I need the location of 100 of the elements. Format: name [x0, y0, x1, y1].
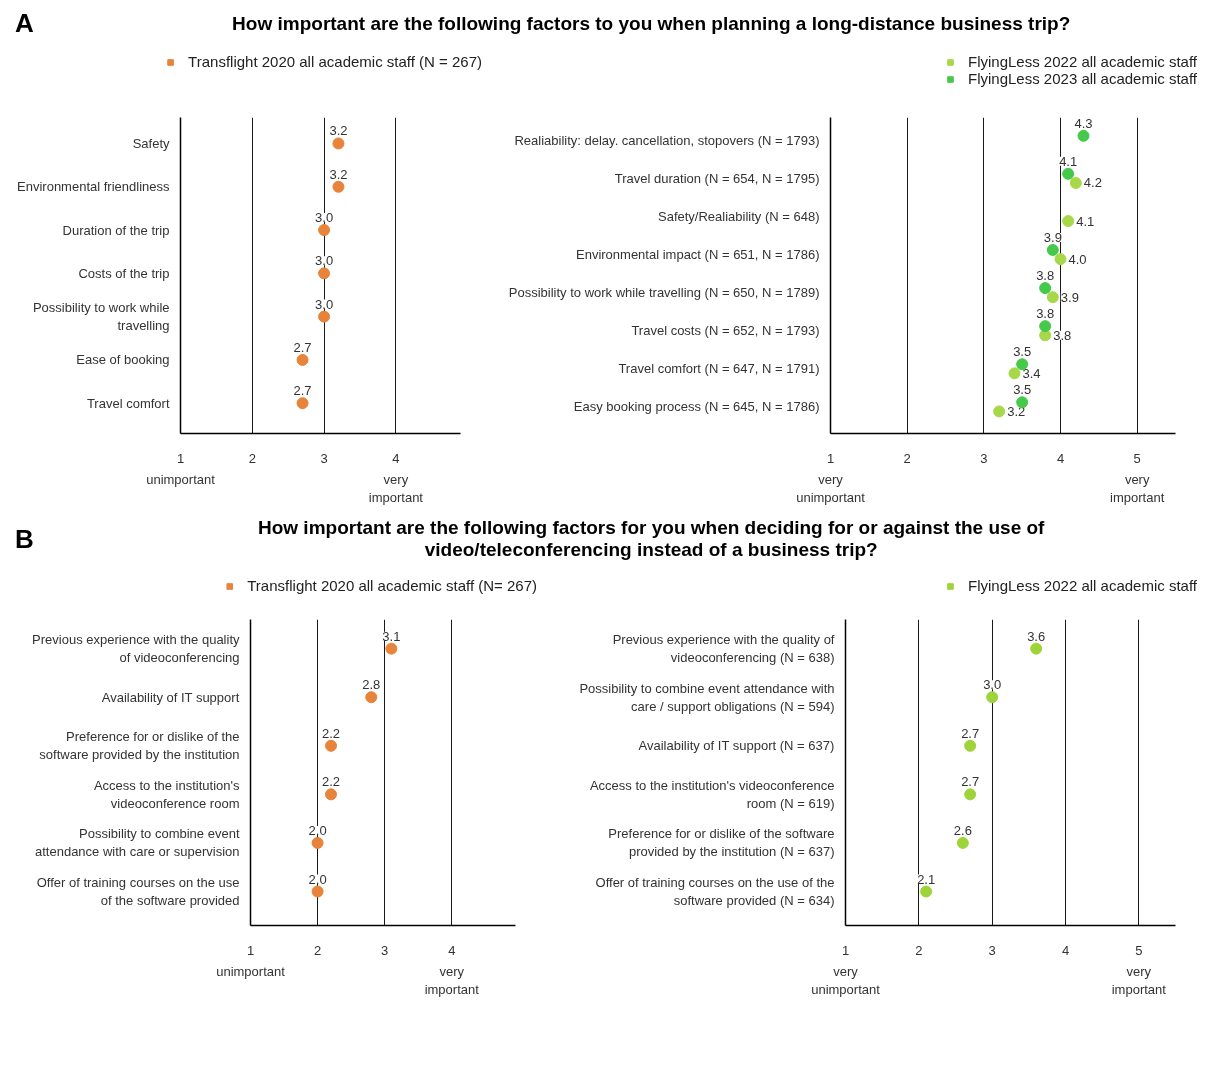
y-tick-label: Previous experience with the quality of videoconferencing: [32, 632, 240, 666]
data-label: 3.2: [329, 123, 348, 139]
data-label: 2.6: [953, 822, 972, 838]
y-tick-label: Duration of the trip: [62, 222, 170, 238]
legend-label: FlyingLess 2022 all academic staff: [967, 577, 1197, 594]
data-label: 2.7: [961, 725, 980, 741]
y-tick-label: Access to the institution's videoconference room: [93, 777, 240, 811]
point: [964, 788, 977, 801]
data-label: 2.2: [321, 774, 341, 790]
point: [964, 739, 977, 752]
legend-label: Transflight 2020 all academic staff (N= 267): [247, 577, 537, 594]
data-label: 3.0: [315, 210, 334, 226]
text: very important: [424, 963, 480, 997]
point: [1030, 642, 1043, 655]
x-tick-label: 3: [320, 450, 328, 466]
point: [920, 885, 933, 898]
data-label: 2.0: [308, 822, 327, 838]
text: very unimportant: [811, 963, 881, 997]
text: unimportant: [216, 963, 286, 979]
data-label: 2.7: [293, 383, 312, 399]
point: [986, 691, 999, 704]
y-tick-label: Travel comfort: [86, 395, 170, 411]
x-tick-label: 1: [246, 942, 255, 958]
y-tick-label: Offer of training courses on the use of the software provided (N = 634): [595, 875, 835, 908]
x-tick-label: 4: [448, 942, 456, 958]
data-label: 4.3: [1074, 115, 1093, 131]
data-label: 3.0: [315, 296, 334, 312]
x-tick-label: 4: [1056, 450, 1065, 466]
data-label: 3.1: [382, 628, 401, 644]
x-tick-label: 4: [1061, 942, 1070, 958]
y-tick-label: Preference for or dislike of the software provided by the institution (N = 637): [608, 826, 835, 860]
y-tick-label: Travel duration (N = 654, N = 1795): [614, 170, 820, 186]
x-tick-label: 2: [915, 942, 923, 958]
data-label: 4.0: [1068, 251, 1087, 267]
data-label: 3.9: [1060, 289, 1079, 305]
x-tick-label: 1: [841, 942, 850, 958]
text: How important are the following factors for you when deciding for or against the use of video/teleconferencing instead of a business trip?: [257, 517, 1046, 560]
y-tick-label: Previous experience with the quality of videoconferencing (N = 638): [612, 632, 835, 666]
data-label: 3.0: [983, 677, 1002, 693]
text: A: [14, 8, 34, 38]
y-tick-label: Possibility to combine event attendance with care or supervision: [35, 826, 240, 860]
data-label: 3.8: [1036, 306, 1055, 322]
y-tick-label: Easy booking process (N = 645, N = 1786): [573, 399, 820, 415]
legend-label: Transflight 2020 all academic staff (N = 267): [188, 53, 482, 70]
x-tick-label: 2: [903, 450, 911, 466]
data-label: 4.2: [1083, 175, 1102, 191]
data-label: 3.8: [1053, 327, 1072, 343]
text: very important: [1111, 963, 1167, 997]
data-label: 3.9: [1043, 229, 1062, 245]
y-tick-label: Offer of training courses on the use of the software provided: [36, 875, 240, 908]
text: very important: [368, 471, 424, 505]
data-label: 3.2: [1007, 403, 1026, 419]
x-tick-label: 3: [988, 942, 996, 958]
point: [365, 691, 378, 704]
data-label: 4.1: [1059, 153, 1078, 169]
data-label: 2.2: [321, 725, 341, 741]
data-label: 2.0: [308, 871, 327, 887]
x-tick-label: 5: [1135, 942, 1143, 958]
point: [385, 642, 398, 655]
y-tick-label: Environmental friendliness: [17, 179, 170, 195]
text: How important are the following factors to you when planning a long-distance business trip?: [232, 12, 1071, 34]
data-label: 3.5: [1013, 344, 1032, 360]
x-tick-label: 1: [826, 450, 835, 466]
data-label: 3.4: [1022, 365, 1041, 381]
point: [311, 885, 324, 898]
legend-label: FlyingLess 2022 all academic staff: [967, 53, 1197, 70]
y-tick-label: Possibility to work while travelling (N = 650, N = 1789): [508, 285, 820, 301]
data-label: 3.2: [329, 166, 348, 182]
point: [325, 788, 338, 801]
x-tick-label: 4: [392, 450, 400, 466]
y-tick-label: Safety: [132, 135, 170, 151]
y-tick-label: Ease of booking: [76, 352, 170, 368]
y-tick-label: Travel costs (N = 652, N = 1793): [631, 323, 820, 339]
y-tick-label: Preference for or dislike of the software provided by the institution: [39, 729, 240, 763]
y-tick-label: Possibility to work while travelling: [32, 300, 170, 334]
data-label: 4.1: [1076, 213, 1095, 229]
data-label: 2.1: [917, 871, 936, 887]
y-tick-label: Availability of IT support (N = 637): [638, 738, 835, 754]
y-tick-label: Costs of the trip: [78, 265, 170, 281]
y-tick-label: Access to the institution's videoconference room (N = 619): [589, 777, 835, 811]
data-label: 2.7: [293, 339, 312, 355]
x-tick-label: 1: [176, 450, 185, 466]
data-label: 3.0: [315, 253, 334, 269]
data-label: 3.6: [1027, 628, 1046, 644]
y-tick-label: Safety/Realiability (N = 648): [658, 208, 820, 224]
x-tick-label: 2: [313, 942, 322, 958]
y-tick-label: Availability of IT support: [101, 689, 240, 705]
y-tick-label: Travel comfort (N = 647, N = 1791): [618, 361, 820, 377]
text: unimportant: [146, 471, 216, 487]
x-tick-label: 2: [248, 450, 256, 466]
x-tick-label: 3: [980, 450, 988, 466]
point: [311, 836, 324, 849]
data-label: 3.5: [1013, 382, 1032, 398]
x-tick-label: 5: [1133, 450, 1141, 466]
legend-label: FlyingLess 2023 all academic staff: [967, 70, 1197, 87]
y-tick-label: Environmental impact (N = 651, N = 1786): [575, 247, 820, 263]
text: very important: [1110, 471, 1165, 505]
point: [956, 836, 969, 849]
y-tick-label: Realiability: delay. cancellation, stopovers (N = 1793): [514, 132, 820, 148]
x-tick-label: 3: [381, 942, 389, 958]
